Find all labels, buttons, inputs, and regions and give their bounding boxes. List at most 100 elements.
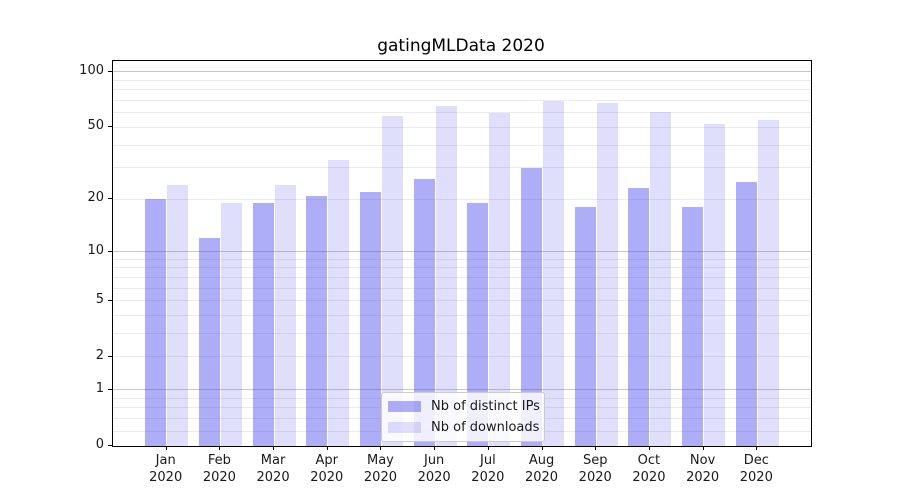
x-axis-tick-label: Aug 2020 [507,452,577,486]
chart-title: gatingMLData 2020 [377,36,545,56]
gridline-minor [113,356,811,358]
bar-distinct-ips-aug [521,167,543,446]
x-tick-month: Jul [480,453,496,468]
y-axis-tick-label: 0 [95,437,104,452]
x-axis-tick [648,446,650,450]
gridline-minor [113,333,811,335]
gridline-minor [113,144,811,146]
y-axis-tick [108,299,112,301]
gridline-major [113,251,811,253]
x-tick-month: May [367,453,394,468]
x-axis-tick-label: Sep 2020 [560,452,630,486]
x-tick-year: 2020 [471,470,505,485]
y-axis-tick [108,126,112,128]
gridline-major [113,71,811,73]
x-tick-year: 2020 [256,470,290,485]
plot-area [112,60,812,447]
y-axis-tick [108,198,112,200]
bar-downloads-jun [435,106,457,446]
x-axis-tick-label: Mar 2020 [238,452,308,486]
gridline-minor [113,89,811,91]
gridline-minor [113,79,811,81]
y-axis-tick [108,355,112,357]
x-tick-year: 2020 [686,470,720,485]
x-tick-month: Nov [689,453,716,468]
bar-distinct-ips-oct [628,188,650,446]
y-axis-tick [108,250,112,252]
bar-downloads-nov [704,124,726,446]
x-axis-tick-label: Jul 2020 [453,452,523,486]
gridline-minor [113,315,811,317]
y-axis-tick-label: 2 [95,347,104,363]
x-axis-tick [541,446,543,450]
x-tick-month: Feb [207,453,231,468]
x-tick-month: Jun [423,453,445,468]
bar-downloads-apr [328,160,350,446]
legend-label: Nb of distinct IPs [431,399,540,414]
x-axis-tick [165,446,167,450]
bar-distinct-ips-nov [682,207,704,446]
x-axis-tick-label: Dec 2020 [721,452,791,486]
x-axis-tick [434,446,436,450]
x-axis-tick-label: Jan 2020 [131,452,201,486]
gridline-minor [113,287,811,289]
legend-swatch [388,401,421,412]
x-tick-year: 2020 [739,470,773,485]
y-axis-tick [108,70,112,72]
y-axis-tick-label: 1 [95,380,104,396]
x-axis-tick [273,446,275,450]
gridline-minor [113,300,811,302]
gridline-minor [113,198,811,200]
x-axis-tick-label: May 2020 [345,452,415,486]
x-tick-year: 2020 [149,470,183,485]
bar-distinct-ips-jun [413,178,435,446]
y-axis-tick-label: 100 [79,62,104,78]
bar-distinct-ips-feb [198,238,220,446]
x-axis-tick-label: Feb 2020 [184,452,254,486]
x-tick-year: 2020 [310,470,344,485]
x-tick-month: Oct [637,453,661,468]
legend-entry: Nb of downloads [388,420,540,435]
x-axis-tick [595,446,597,450]
bar-distinct-ips-apr [306,195,328,446]
legend-label: Nb of downloads [431,420,540,435]
y-axis-tick-label: 5 [95,291,104,307]
bar-downloads-feb [220,203,242,446]
bar-downloads-oct [650,111,672,446]
x-tick-month: Mar [260,453,286,468]
bar-distinct-ips-dec [735,181,757,446]
x-tick-year: 2020 [202,470,236,485]
x-axis-tick [219,446,221,450]
bar-distinct-ips-jul [467,203,489,446]
bar-distinct-ips-sep [574,207,596,446]
x-axis-tick-label: Apr 2020 [292,452,362,486]
x-tick-month: Sep [582,453,608,468]
gridline-minor [113,167,811,169]
x-axis-tick [756,446,758,450]
y-axis-tick [108,445,112,446]
y-axis-tick-label: 20 [87,190,104,206]
gridline-minor [113,112,811,114]
x-axis-tick-label: Oct 2020 [614,452,684,486]
bar-downloads-jul [489,112,511,446]
x-tick-month: Aug [528,453,555,468]
bar-downloads-jan [167,185,189,446]
gridline-minor [113,258,811,260]
bar-distinct-ips-jan [145,199,167,446]
gridline-minor [113,100,811,102]
gridline-minor [113,126,811,128]
x-tick-year: 2020 [417,470,451,485]
bar-downloads-may [381,115,403,446]
y-axis-tick [108,388,112,390]
x-axis-tick [702,446,704,450]
x-axis-tick [380,446,382,450]
gridline-minor [113,267,811,269]
bar-downloads-dec [757,119,779,446]
legend-swatch [388,422,421,433]
x-tick-month: Jan [155,453,176,468]
bar-distinct-ips-mar [252,203,274,446]
x-tick-year: 2020 [363,470,397,485]
bar-downloads-sep [596,102,618,446]
x-axis-tick-label: Jun 2020 [399,452,469,486]
